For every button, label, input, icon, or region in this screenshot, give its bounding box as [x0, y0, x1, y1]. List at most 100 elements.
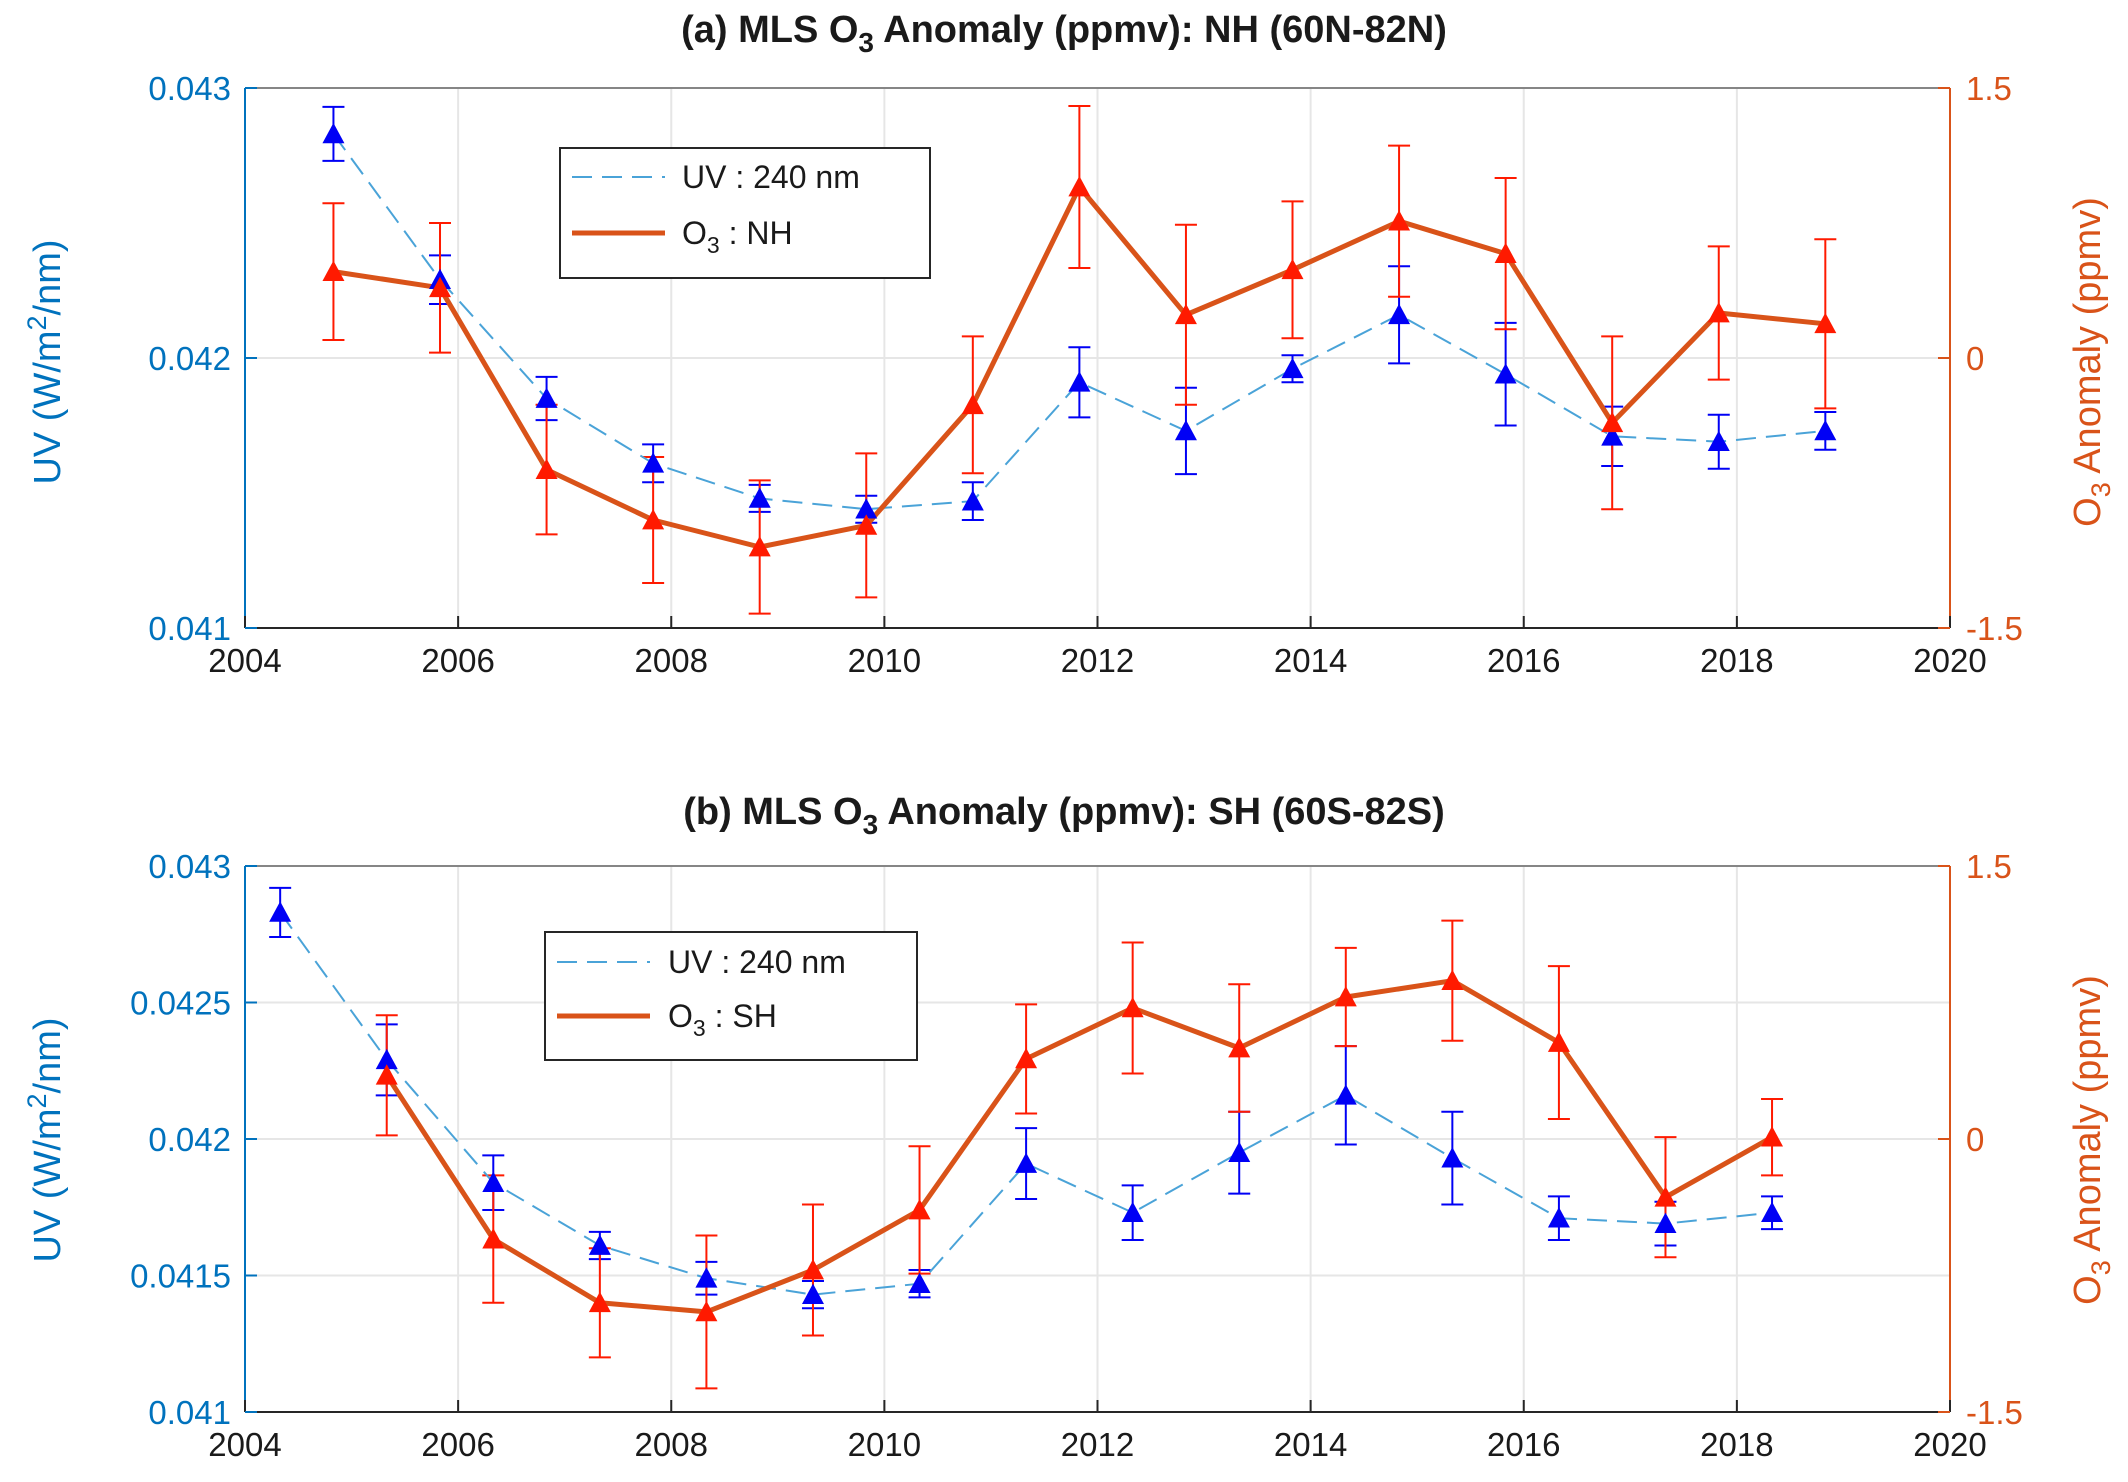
legend-uv-label: UV : 240 nm	[682, 159, 860, 195]
panel-b: (b) MLS O3 Anomaly (ppmv): SH (60S-82S) …	[22, 791, 2116, 1463]
series-lines	[279, 911, 1774, 1315]
o3-data-point	[695, 1300, 718, 1322]
legend-box	[544, 931, 918, 1061]
legend-box	[559, 147, 931, 279]
x-tick-label: 2006	[421, 1426, 494, 1463]
uv-data-point	[535, 387, 558, 408]
panel-a: (a) MLS O3 Anomaly (ppmv): NH (60N-82N) …	[22, 9, 2116, 679]
uv-data-point	[961, 490, 984, 511]
o3-data-point	[801, 1259, 824, 1280]
uv-data-point	[269, 901, 292, 922]
y-right-label: O3 Anomaly (ppmv)	[2067, 197, 2116, 527]
o3-series-line	[384, 978, 1774, 1315]
y-right-tick-label: 0	[1966, 1121, 1984, 1158]
x-tick-label: 2018	[1700, 642, 1773, 679]
y-right-tick-label: -1.5	[1966, 610, 2023, 647]
uv-data-point	[1494, 363, 1517, 384]
uv-data-point	[482, 1171, 505, 1193]
y-right-label: O3 Anomaly (ppmv)	[2067, 975, 2116, 1305]
uv-data-point	[1388, 303, 1411, 325]
o3-data-point	[1121, 996, 1144, 1018]
error-bars	[322, 105, 1837, 615]
uv-data-point	[322, 122, 345, 144]
axes	[244, 87, 1951, 629]
o3-data-point	[748, 536, 771, 557]
x-tick-label: 2020	[1913, 642, 1986, 679]
y-left-label: UV (W/m2/nm)	[22, 239, 69, 484]
o3-data-point	[908, 1198, 931, 1220]
legend: UV : 240 nm O3 : NH	[559, 147, 931, 279]
y-left-tick-labels: 0.041 0.0415 0.042 0.0425 0.043	[130, 848, 231, 1431]
y-right-tick-labels: -1.5 0 1.5	[1966, 848, 2023, 1431]
o3-data-point	[961, 393, 984, 415]
chart-title: (b) MLS O3 Anomaly (ppmv): SH (60S-82S)	[683, 791, 1445, 840]
uv-data-point	[1174, 419, 1197, 441]
uv-data-point	[1547, 1207, 1570, 1228]
uv-data-point	[1814, 419, 1837, 441]
x-tick-label: 2016	[1487, 1426, 1560, 1463]
uv-data-point	[801, 1283, 824, 1304]
x-tick-label: 2012	[1061, 642, 1134, 679]
o3-data-point	[1547, 1031, 1570, 1052]
y-right-tick-label: 1.5	[1966, 70, 2012, 107]
uv-data-point	[1334, 1084, 1357, 1105]
x-tick-label: 2010	[848, 642, 921, 679]
legend: UV : 240 nm O3 : SH	[544, 931, 918, 1061]
x-tick-label: 2008	[635, 642, 708, 679]
o3-data-point	[642, 509, 665, 530]
y-left-tick-label: 0.042	[148, 1121, 231, 1158]
x-tick-label: 2018	[1700, 1426, 1773, 1463]
y-left-tick-label: 0.043	[148, 70, 231, 107]
y-left-tick-label: 0.0415	[130, 1258, 231, 1295]
o3-data-point	[1281, 258, 1304, 280]
x-tick-labels: 2004 2006 2008 2010 2012 2014 2016 2018 2020	[208, 1426, 1986, 1463]
x-tick-label: 2008	[635, 1426, 708, 1463]
x-tick-label: 2004	[208, 642, 281, 679]
uv-data-point	[1761, 1201, 1784, 1223]
uv-data-point	[695, 1267, 718, 1288]
x-tick-label: 2010	[848, 1426, 921, 1463]
y-left-tick-label: 0.0425	[130, 985, 231, 1022]
legend-uv-label: UV : 240 nm	[668, 944, 846, 980]
o3-data-point	[855, 514, 878, 535]
uv-data-point	[1015, 1152, 1038, 1173]
o3-data-point	[1494, 242, 1517, 263]
o3-data-point	[1228, 1037, 1251, 1058]
series-markers	[269, 901, 1784, 1322]
o3-data-point	[1654, 1186, 1677, 1207]
o3-data-point	[1388, 210, 1411, 231]
o3-data-point	[1761, 1126, 1784, 1147]
uv-data-point	[1068, 371, 1091, 392]
x-tick-label: 2014	[1274, 642, 1347, 679]
uv-data-point	[1654, 1212, 1677, 1233]
y-right-tick-label: 1.5	[1966, 848, 2012, 885]
x-tick-label: 2016	[1487, 642, 1560, 679]
y-right-tick-label: 0	[1966, 340, 1984, 377]
x-tick-label: 2012	[1061, 1426, 1134, 1463]
o3-data-point	[1334, 986, 1357, 1007]
axes	[244, 865, 1951, 1413]
o3-data-point	[1601, 411, 1624, 433]
y-left-tick-label: 0.041	[148, 1394, 231, 1431]
o3-data-point	[1015, 1047, 1038, 1069]
o3-data-point	[1707, 302, 1730, 323]
o3-data-point	[1441, 969, 1464, 991]
x-tick-labels: 2004 2006 2008 2010 2012 2014 2016 2018 2020	[208, 642, 1986, 679]
y-left-tick-label: 0.043	[148, 848, 231, 885]
chart-title: (a) MLS O3 Anomaly (ppmv): NH (60N-82N)	[681, 9, 1447, 58]
uv-data-point	[375, 1048, 398, 1070]
uv-data-point	[588, 1234, 611, 1255]
uv-data-point	[1121, 1201, 1144, 1223]
series-markers	[322, 122, 1837, 557]
uv-data-point	[855, 498, 878, 519]
o3-data-point	[1174, 303, 1197, 325]
y-left-tick-label: 0.041	[148, 610, 231, 647]
o3-data-point	[1814, 312, 1837, 334]
o3-data-point	[535, 458, 558, 479]
uv-data-point	[1601, 425, 1624, 446]
uv-data-point	[748, 487, 771, 508]
legend-o3-label: O3 : SH	[668, 998, 777, 1041]
x-tick-label: 2006	[421, 642, 494, 679]
o3-data-point	[1068, 176, 1091, 197]
